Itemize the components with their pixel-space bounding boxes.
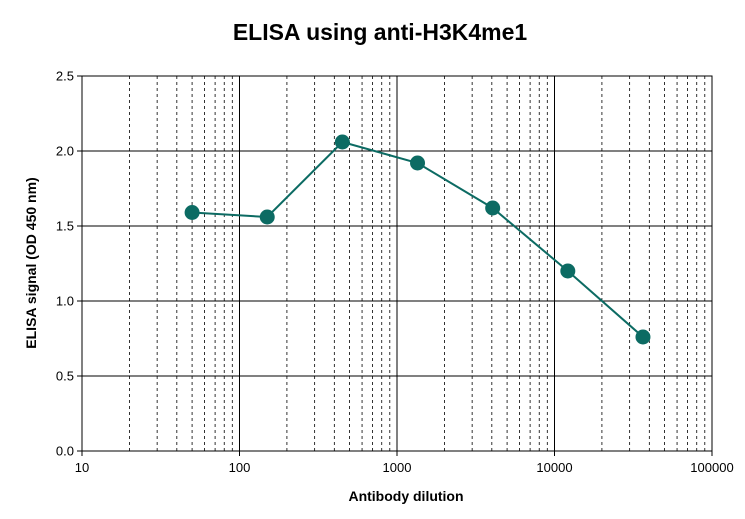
x-tick-label: 100000: [690, 460, 733, 475]
x-tick-label: 10: [75, 460, 89, 475]
y-tick-label: 2.5: [56, 69, 74, 84]
x-tick-label: 100: [229, 460, 251, 475]
data-point: [485, 200, 501, 216]
x-axis-ticks: 10 100 1000 10000 100000: [75, 451, 734, 475]
x-tick-label: 10000: [536, 460, 572, 475]
x-tick-label: 1000: [383, 460, 412, 475]
y-tick-label: 0.0: [56, 444, 74, 459]
y-tick-label: 1.0: [56, 294, 74, 309]
y-tick-label: 1.5: [56, 219, 74, 234]
data-point: [259, 209, 275, 225]
grid-lines: [81, 75, 713, 452]
y-axis-label: ELISA signal (OD 450 nm): [23, 177, 39, 348]
chart-title: ELISA using anti-H3K4me1: [233, 19, 528, 45]
data-series: [184, 134, 651, 345]
y-axis-ticks: 0.0 0.5 1.0 1.5 2.0 2.5: [56, 69, 82, 459]
data-point: [334, 134, 350, 150]
data-point: [635, 329, 651, 345]
data-point: [184, 205, 200, 220]
y-tick-label: 0.5: [56, 369, 74, 384]
data-point: [410, 155, 426, 171]
x-axis-label: Antibody dilution: [348, 488, 463, 504]
data-point: [560, 263, 576, 279]
series-line: [192, 140, 644, 338]
y-tick-label: 2.0: [56, 144, 74, 159]
